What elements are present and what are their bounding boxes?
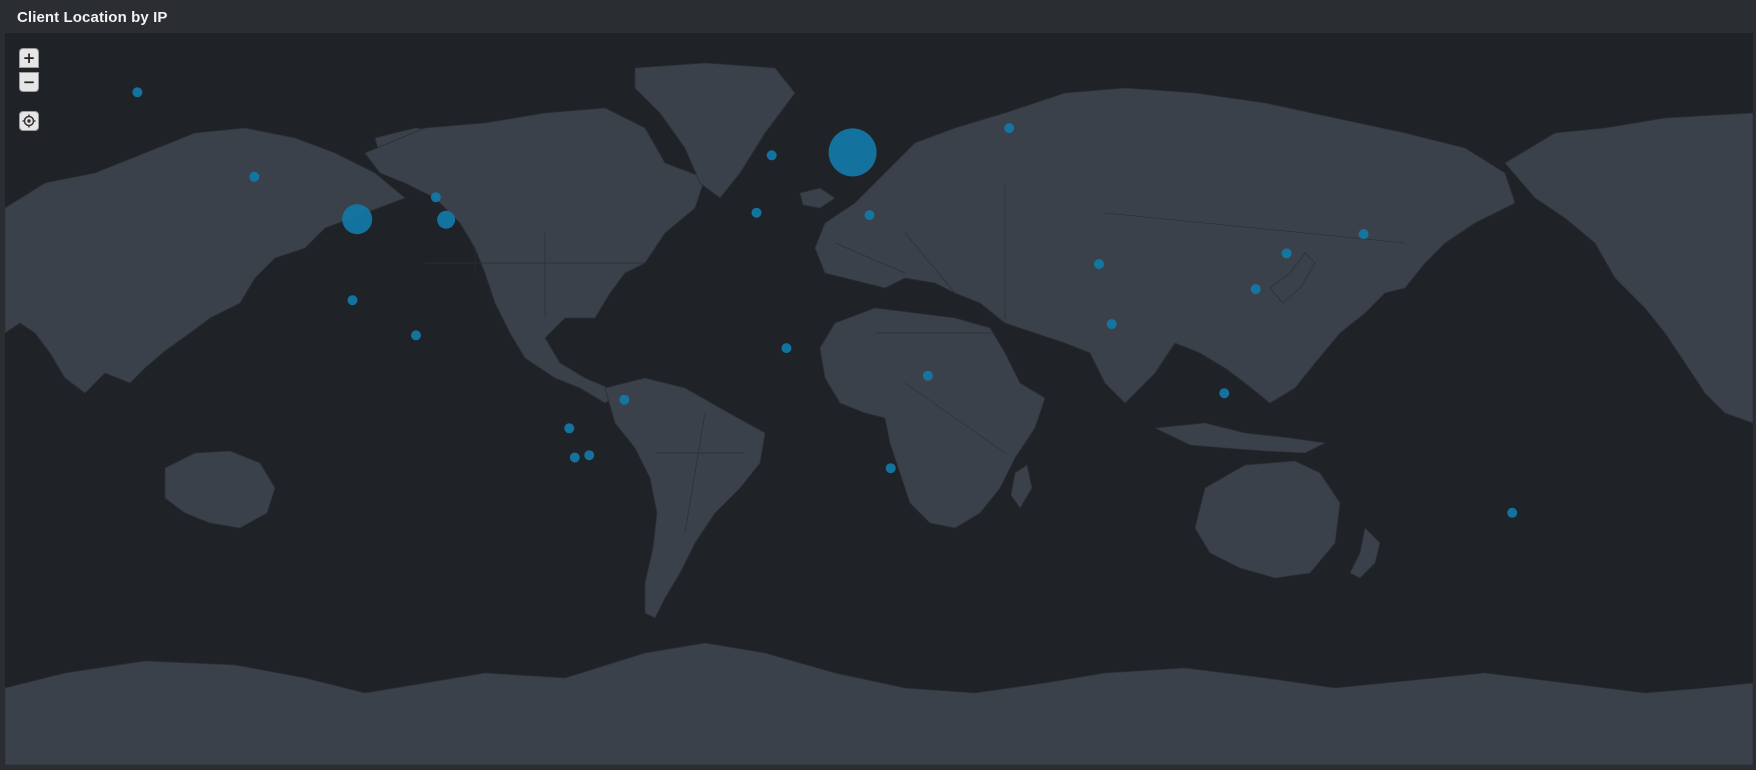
ip-marker[interactable] — [751, 207, 762, 218]
ip-marker[interactable] — [766, 150, 777, 161]
land-south-america — [604, 377, 766, 619]
land-north-america-right — [1504, 112, 1753, 424]
ip-marker[interactable] — [584, 450, 595, 461]
ip-marker[interactable] — [1094, 259, 1104, 270]
ip-marker[interactable] — [619, 394, 630, 405]
land-australia — [1194, 460, 1341, 579]
land-new-zealand — [1349, 527, 1381, 579]
ip-marker[interactable] — [828, 128, 877, 177]
crosshair-icon — [22, 114, 36, 128]
ip-marker[interactable] — [430, 192, 441, 203]
ip-markers[interactable] — [132, 87, 1518, 518]
ip-marker[interactable] — [922, 370, 933, 381]
land-greenland — [634, 62, 796, 199]
ip-marker[interactable] — [411, 330, 421, 341]
land-japan — [1269, 252, 1316, 304]
panel-title: Client Location by IP — [17, 9, 168, 26]
ip-marker[interactable] — [781, 343, 792, 354]
ip-marker[interactable] — [1507, 507, 1518, 518]
land-africa — [819, 307, 1046, 529]
ip-marker[interactable] — [437, 210, 456, 229]
landmasses — [5, 62, 1753, 765]
ip-marker[interactable] — [132, 87, 143, 98]
ip-marker[interactable] — [1250, 284, 1261, 295]
ip-marker[interactable] — [347, 295, 358, 306]
land-north-america — [364, 107, 706, 404]
land-asia-left — [5, 127, 406, 394]
ip-marker[interactable] — [1106, 319, 1117, 330]
ip-marker[interactable] — [249, 171, 260, 182]
ip-marker[interactable] — [1219, 388, 1230, 399]
ip-marker[interactable] — [564, 423, 575, 434]
ip-marker[interactable] — [342, 204, 373, 235]
land-iceland — [799, 187, 836, 209]
ip-marker[interactable] — [885, 463, 896, 474]
ip-marker[interactable] — [569, 452, 580, 463]
world-map[interactable] — [5, 33, 1753, 765]
land-indonesia — [1153, 422, 1327, 454]
ip-marker[interactable] — [1281, 248, 1292, 259]
land-eurasia — [814, 87, 1516, 404]
minus-icon: − — [22, 72, 36, 91]
map-canvas[interactable] — [5, 33, 1753, 765]
land-antarctica — [5, 642, 1753, 765]
country-borders — [425, 183, 1406, 534]
ip-marker[interactable] — [1358, 229, 1369, 240]
zoom-out-button[interactable]: − — [19, 72, 39, 92]
land-australia-left — [164, 450, 276, 529]
ip-marker[interactable] — [1004, 123, 1015, 134]
land-madagascar — [1010, 464, 1033, 509]
plus-icon: + — [22, 48, 36, 67]
ip-marker[interactable] — [864, 210, 875, 221]
zoom-in-button[interactable]: + — [19, 48, 39, 68]
locate-button[interactable] — [19, 111, 39, 131]
